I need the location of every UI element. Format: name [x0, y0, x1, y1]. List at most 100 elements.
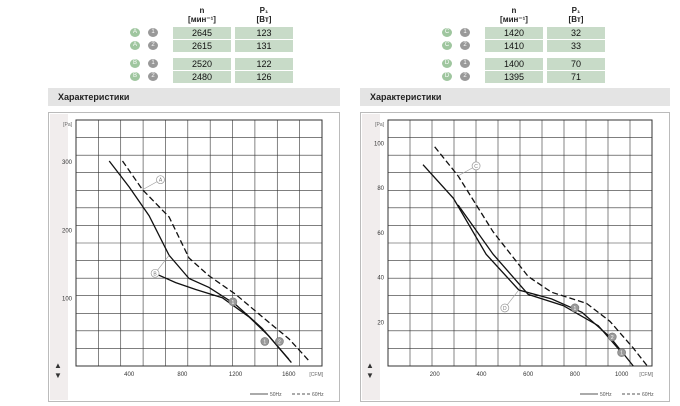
x-tick-label: 800: [570, 372, 581, 378]
power-header-label: P₁: [571, 6, 581, 15]
power-cell: 33: [547, 40, 605, 52]
speed-header-unit: [мин⁻¹]: [188, 15, 216, 24]
system-badge: 2: [148, 41, 158, 50]
x-axis-label: [CFM]: [639, 372, 653, 378]
x-tick-label: 800: [177, 372, 188, 378]
speed-header: n [мин⁻¹]: [173, 6, 231, 24]
x-tick-label: 400: [476, 372, 487, 378]
system-badge: 2: [460, 72, 470, 81]
speckle-strip: [50, 114, 68, 400]
curve-label-marker: [471, 161, 481, 171]
y-axis-label: [Pa]: [63, 122, 73, 128]
curve-label-marker: [156, 175, 165, 185]
curve-badge: C: [442, 41, 452, 50]
system-badge: 1: [148, 28, 158, 37]
operating-point-label: 1: [263, 339, 266, 345]
curve-badge: D: [442, 72, 452, 81]
curve-badge: D: [442, 59, 452, 68]
operating-point: [570, 303, 580, 313]
power-cell: 123: [235, 27, 293, 39]
flow-arrow-icon: ▼: [54, 371, 62, 380]
y-tick-label: 300: [62, 160, 73, 166]
curve-label-marker: [500, 303, 510, 313]
x-tick-label: 200: [430, 372, 441, 378]
system-badge: 1: [460, 59, 470, 68]
flow-arrow-icon: ▼: [366, 371, 374, 380]
curve-label: C: [474, 164, 478, 170]
operating-point: [260, 337, 270, 346]
speed-header-unit: [мин⁻¹]: [500, 15, 528, 24]
x-tick-label: 1200: [229, 372, 243, 378]
speed-header-label: n: [199, 6, 205, 15]
speed-cell: 1420: [485, 27, 543, 39]
section-title-right: Характеристики: [360, 88, 670, 106]
pressure-arrow-icon: ▲: [366, 361, 374, 370]
curve-badge: C: [442, 28, 452, 37]
power-cell: 71: [547, 71, 605, 83]
speed-cell: 2645: [173, 27, 231, 39]
operating-point: [617, 348, 626, 357]
speed-cell: 1410: [485, 40, 543, 52]
x-tick-label: 1600: [282, 372, 296, 378]
curve-badge: A: [130, 41, 140, 50]
pressure-arrow-icon: ▲: [54, 361, 62, 370]
y-tick-label: 100: [62, 297, 73, 303]
operating-point-label: 1: [574, 306, 577, 312]
speed-cell: 2615: [173, 40, 231, 52]
curve-badge: A: [130, 28, 140, 37]
power-cell: 32: [547, 27, 605, 39]
power-header: P₁ [Вт]: [235, 6, 293, 24]
series-line: [155, 273, 292, 364]
curve-label: B: [153, 271, 157, 277]
operating-point: [228, 297, 238, 307]
operating-point: [607, 332, 617, 342]
power-header-unit: [Вт]: [256, 15, 272, 24]
left-performance-chart: 100 200 300 400 800 1200 1600 [Pa] [CFM] ▲▼ A B 1 2 1 5…: [48, 112, 340, 402]
y-tick-label: 60: [377, 231, 384, 237]
curve-badge: B: [130, 72, 140, 81]
x-tick-label: 1000: [615, 372, 629, 378]
power-cell: 122: [235, 58, 293, 70]
operating-point-label: 2: [611, 335, 614, 341]
curve-label: A: [159, 178, 163, 184]
right-performance-chart: 20 40 60 80 100 200 400 600 800 1000 [Pa] [CFM] ▲▼ C D…: [360, 112, 670, 402]
operating-point-label: 1: [232, 300, 235, 306]
x-tick-label: 400: [124, 372, 135, 378]
power-cell: 70: [547, 58, 605, 70]
power-cell: 126: [235, 71, 293, 83]
speed-cell: 2480: [173, 71, 231, 83]
legend-label: 60Hz: [642, 392, 654, 398]
series-line: [457, 204, 623, 354]
system-badge: 1: [148, 59, 158, 68]
legend-label: 60Hz: [312, 392, 324, 398]
system-badge: 1: [460, 28, 470, 37]
y-axis-label: [Pa]: [375, 122, 385, 128]
speed-header: n [мин⁻¹]: [485, 6, 543, 24]
curve-badge: B: [130, 59, 140, 68]
power-header-label: P₁: [259, 6, 269, 15]
legend-label: 50Hz: [270, 392, 282, 398]
speed-cell: 1400: [485, 58, 543, 70]
system-badge: 2: [148, 72, 158, 81]
curve-label: D: [503, 306, 507, 312]
speed-cell: 1395: [485, 71, 543, 83]
operating-point: [275, 337, 284, 346]
system-badge: 2: [460, 41, 470, 50]
x-axis-label: [CFM]: [309, 372, 323, 378]
y-tick-label: 40: [377, 276, 384, 282]
power-header-unit: [Вт]: [568, 15, 584, 24]
series-line: [121, 160, 310, 361]
series-line: [434, 146, 648, 367]
section-title-left: Характеристики: [48, 88, 340, 106]
y-tick-label: 80: [377, 186, 384, 192]
legend-label: 50Hz: [600, 392, 612, 398]
power-cell: 131: [235, 40, 293, 52]
speckle-strip: [362, 114, 380, 400]
y-tick-label: 100: [374, 141, 385, 147]
speed-header-label: n: [511, 6, 517, 15]
y-tick-label: 20: [377, 320, 384, 326]
curve-label-marker: [150, 268, 160, 278]
operating-point-label: 1: [620, 351, 623, 357]
x-tick-label: 600: [523, 372, 534, 378]
operating-point-label: 2: [278, 339, 281, 345]
